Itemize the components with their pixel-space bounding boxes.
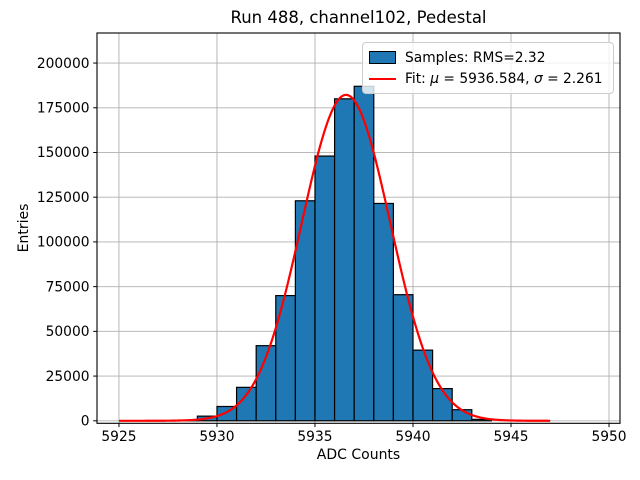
- histogram-bar: [392, 294, 414, 422]
- fit-line-swatch-icon: [369, 77, 396, 80]
- y-tick-label: 125000: [37, 190, 90, 206]
- chart-title: Run 488, channel102, Pedestal: [230, 8, 487, 27]
- fit-curve: [118, 93, 551, 422]
- x-tick-label: 5925: [101, 429, 136, 445]
- legend-label-samples: Samples: RMS=2.32: [405, 49, 546, 66]
- y-tick-label: 150000: [37, 145, 90, 161]
- axes-spines: [96, 32, 621, 424]
- y-tick-label: 100000: [37, 235, 90, 251]
- y-tick-label: 175000: [37, 100, 90, 116]
- histogram-bar: [314, 155, 336, 422]
- histogram-bar: [353, 85, 375, 422]
- legend-label-fit: Fit: μ = 5936.584, σ = 2.261: [405, 70, 603, 87]
- legend: Samples: RMS=2.32 Fit: μ = 5936.584, σ =…: [362, 42, 614, 94]
- legend-entry-fit: Fit: μ = 5936.584, σ = 2.261: [369, 71, 605, 87]
- y-tick-label: 50000: [46, 324, 90, 340]
- y-tick-label: 200000: [37, 56, 90, 72]
- histogram-bar: [333, 98, 355, 422]
- y-tick-label: 25000: [46, 369, 90, 385]
- histogram-swatch-icon: [369, 51, 396, 64]
- x-axis-label: ADC Counts: [316, 447, 401, 463]
- histogram-bar: [412, 349, 434, 422]
- y-tick-label: 75000: [46, 279, 90, 295]
- legend-entry-samples: Samples: RMS=2.32: [369, 50, 605, 66]
- x-tick-label: 5930: [199, 429, 234, 445]
- histogram-bar: [431, 387, 453, 422]
- x-tick-label: 5945: [493, 429, 528, 445]
- x-tick-label: 5950: [591, 429, 626, 445]
- x-tick-label: 5935: [297, 429, 332, 445]
- x-tick-label: 5940: [395, 429, 430, 445]
- y-tick-label: 0: [81, 413, 90, 429]
- y-axis-label: Entries: [16, 203, 32, 253]
- histogram-bar: [373, 202, 394, 422]
